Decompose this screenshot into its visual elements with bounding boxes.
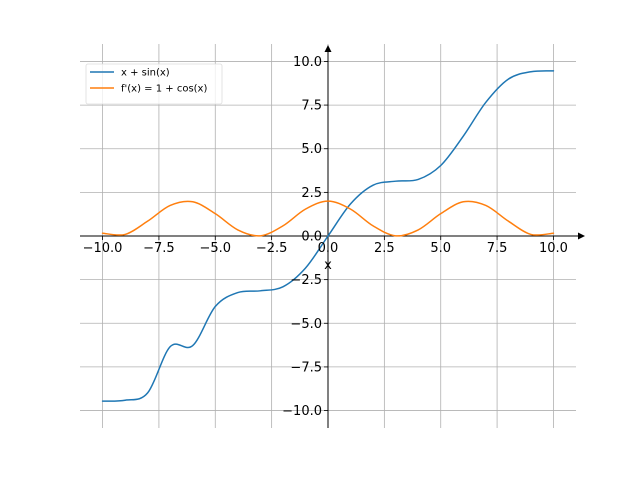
y-tick-label: −2.5	[290, 273, 322, 288]
axes	[80, 45, 585, 428]
x-axis-label: x	[324, 258, 332, 273]
x-tick-label: −10.0	[83, 241, 123, 256]
y-tick-label: 7.5	[301, 99, 322, 114]
y-tick-label: 0.0	[301, 230, 322, 245]
legend-box	[85, 63, 223, 105]
y-axis-arrow-icon	[324, 45, 332, 52]
series-lines	[101, 70, 555, 402]
legend-label: f'(x) = 1 + cos(x)	[121, 84, 207, 95]
x-tick-label: −7.5	[143, 241, 175, 256]
x-tick-label: 5.0	[430, 241, 451, 256]
y-tick-label: 2.5	[301, 186, 322, 201]
x-tick-label: 10.0	[539, 241, 568, 256]
y-tick-label: 10.0	[293, 55, 322, 70]
x-tick-label: 7.5	[487, 241, 508, 256]
x-tick-label: 2.5	[374, 241, 395, 256]
legend-label: x + sin(x)	[121, 68, 170, 79]
y-tick-label: −5.0	[290, 317, 322, 332]
tick-labels: −10.0 −7.5 −5.0 −2.5 0.0 2.5 5.0 7.5 10.0 −10.0 −7…	[83, 55, 568, 419]
legend: x + sin(x) f'(x) = 1 + cos(x)	[85, 63, 223, 105]
x-axis-arrow-icon	[578, 232, 585, 240]
x-tick-label: 0.0	[318, 241, 339, 256]
series-line-1	[101, 70, 555, 402]
y-tick-label: −10.0	[282, 404, 322, 419]
y-tick-label: −7.5	[290, 360, 322, 375]
x-tick-label: −5.0	[199, 241, 231, 256]
x-tick-label: −2.5	[256, 241, 288, 256]
y-tick-label: 5.0	[301, 142, 322, 157]
series-line-2	[101, 200, 555, 237]
